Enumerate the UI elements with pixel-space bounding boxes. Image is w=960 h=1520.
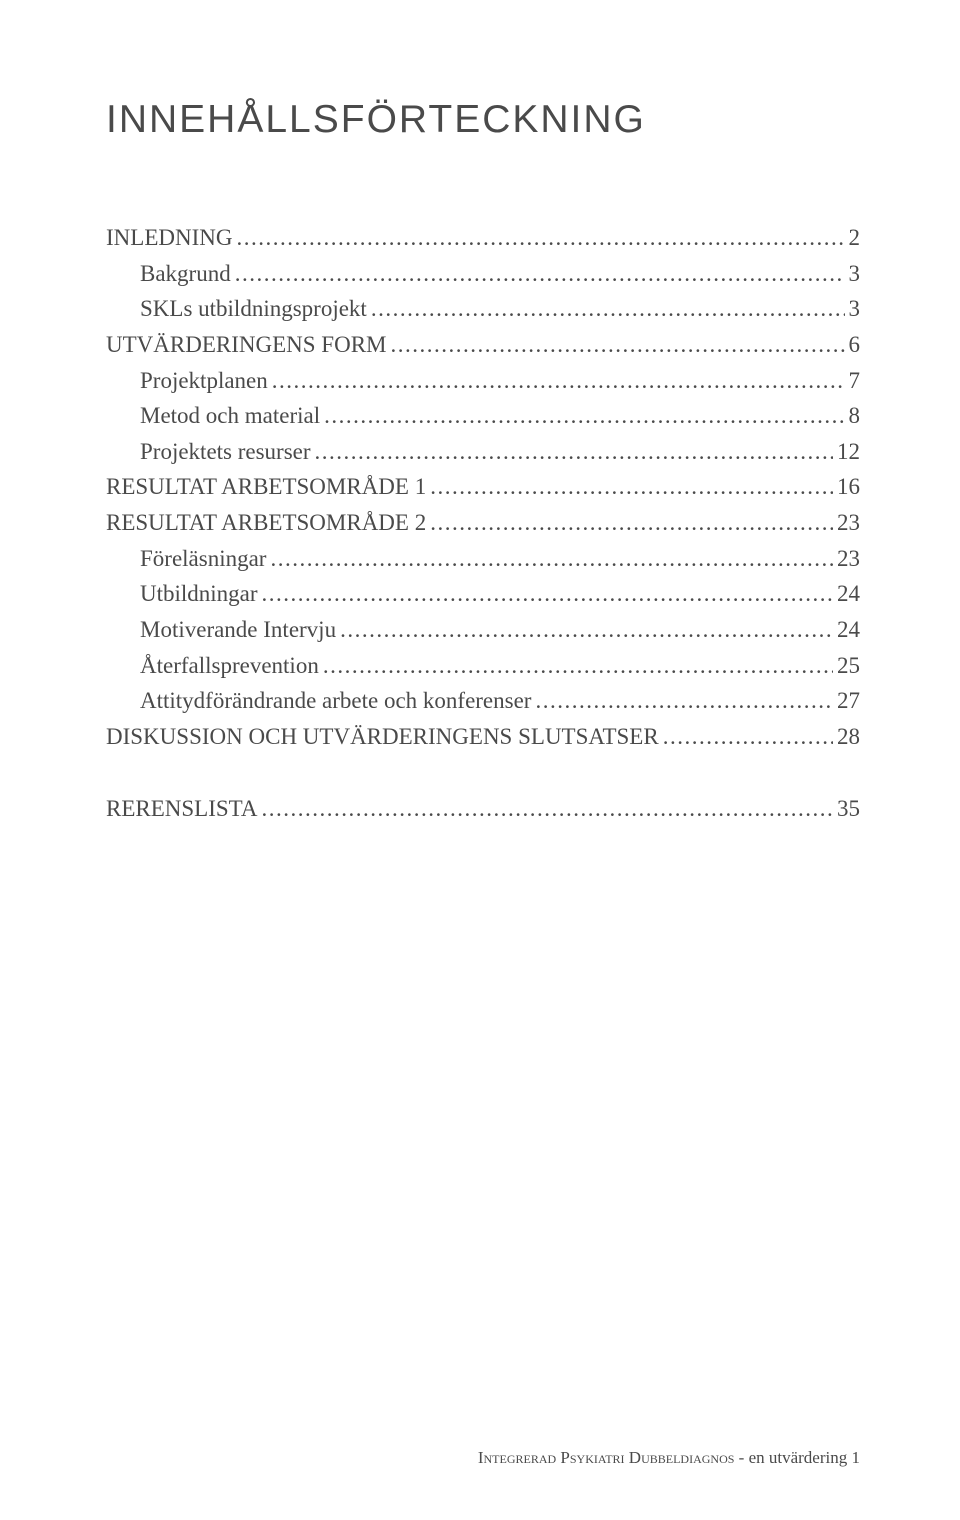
toc-label: Metod och material — [140, 398, 320, 434]
toc-page-number: 6 — [849, 327, 861, 363]
toc-leader-dots — [262, 791, 834, 827]
toc-page-number: 8 — [849, 398, 861, 434]
toc-leader-dots — [272, 363, 845, 399]
toc-page-number: 3 — [849, 291, 861, 327]
toc-page-number: 12 — [837, 434, 860, 470]
toc-row: UTVÄRDERINGENS FORM 6 — [106, 327, 860, 363]
toc-row: Attitydförändrande arbete och konferense… — [106, 683, 860, 719]
toc-leader-dots — [340, 612, 833, 648]
toc-row: DISKUSSION OCH UTVÄRDERINGENS SLUTSATSER… — [106, 719, 860, 755]
toc-leader-dots — [315, 434, 833, 470]
toc-label: RESULTAT ARBETSOMRÅDE 2 — [106, 505, 426, 541]
toc-row: Metod och material 8 — [106, 398, 860, 434]
toc-row: Projektets resurser 12 — [106, 434, 860, 470]
toc-row: Föreläsningar 23 — [106, 541, 860, 577]
table-of-contents: INLEDNING2Bakgrund3SKLs utbildningsproje… — [106, 220, 860, 826]
toc-page-number: 7 — [849, 363, 861, 399]
toc-label: UTVÄRDERINGENS FORM — [106, 327, 387, 363]
toc-leader-dots — [236, 220, 844, 256]
page-footer: Integrerad Psykiatri Dubbeldiagnos - en … — [478, 1448, 860, 1468]
toc-leader-dots — [391, 327, 845, 363]
toc-leader-dots — [535, 683, 833, 719]
footer-word-3: Dubbeldiagnos — [629, 1448, 735, 1467]
toc-row: Utbildningar 24 — [106, 576, 860, 612]
toc-label: INLEDNING — [106, 220, 232, 256]
toc-row: RESULTAT ARBETSOMRÅDE 2 23 — [106, 505, 860, 541]
toc-label: Bakgrund — [140, 256, 231, 292]
footer-tail: - en utvärdering — [734, 1448, 847, 1467]
footer-word-2: Psykiatri — [560, 1448, 624, 1467]
toc-row: Bakgrund 3 — [106, 256, 860, 292]
toc-label: Motiverande Intervju — [140, 612, 336, 648]
toc-page-number: 28 — [837, 719, 860, 755]
toc-leader-dots — [663, 719, 833, 755]
toc-leader-dots — [262, 576, 833, 612]
toc-leader-dots — [235, 256, 845, 292]
toc-page-number: 23 — [837, 541, 860, 577]
toc-leader-dots — [324, 398, 844, 434]
toc-page-number: 24 — [837, 612, 860, 648]
toc-leader-dots — [323, 648, 833, 684]
page-title: INNEHÅLLSFÖRTECKNING — [106, 98, 860, 142]
toc-page-number: 35 — [837, 791, 860, 827]
toc-row: RERENSLISTA 35 — [106, 791, 860, 827]
toc-label: DISKUSSION OCH UTVÄRDERINGENS SLUTSATSER — [106, 719, 659, 755]
toc-label: Återfallsprevention — [140, 648, 319, 684]
toc-row: RESULTAT ARBETSOMRÅDE 1 16 — [106, 469, 860, 505]
toc-label: Attitydförändrande arbete och konferense… — [140, 683, 531, 719]
toc-row: INLEDNING 2 — [106, 220, 860, 256]
toc-row: Återfallsprevention 25 — [106, 648, 860, 684]
toc-leader-dots — [430, 469, 833, 505]
toc-label: Projektplanen — [140, 363, 268, 399]
toc-page-number: 25 — [837, 648, 860, 684]
toc-leader-dots — [430, 505, 833, 541]
toc-page-number: 2 — [849, 220, 861, 256]
toc-page-number: 16 — [837, 469, 860, 505]
toc-label: RERENSLISTA — [106, 791, 258, 827]
toc-page-number: 23 — [837, 505, 860, 541]
footer-word-1: Integrerad — [478, 1448, 556, 1467]
toc-label: Föreläsningar — [140, 541, 266, 577]
toc-leader-dots — [371, 291, 845, 327]
toc-label: SKLs utbildningsprojekt — [140, 291, 367, 327]
toc-label: RESULTAT ARBETSOMRÅDE 1 — [106, 469, 426, 505]
toc-page-number: 24 — [837, 576, 860, 612]
toc-leader-dots — [270, 541, 833, 577]
toc-label: Utbildningar — [140, 576, 258, 612]
toc-page-number: 27 — [837, 683, 860, 719]
toc-row: Projektplanen 7 — [106, 363, 860, 399]
footer-page-number: 1 — [852, 1448, 861, 1467]
toc-row: Motiverande Intervju 24 — [106, 612, 860, 648]
toc-label: Projektets resurser — [140, 434, 311, 470]
toc-page-number: 3 — [849, 256, 861, 292]
toc-row: SKLs utbildningsprojekt 3 — [106, 291, 860, 327]
